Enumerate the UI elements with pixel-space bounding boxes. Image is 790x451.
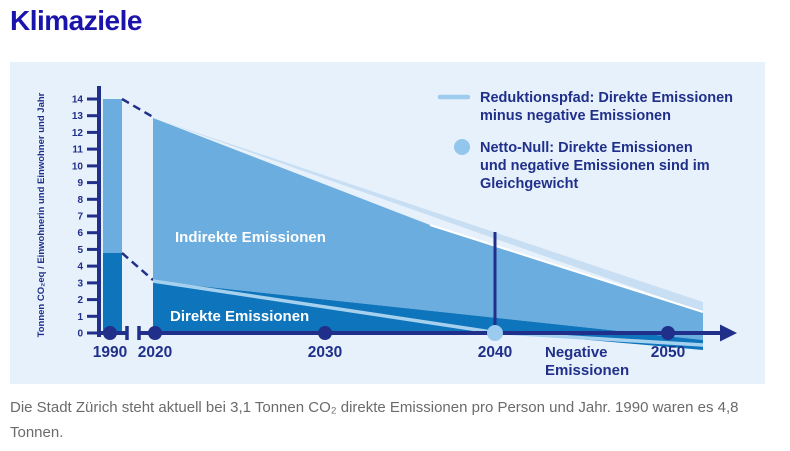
direct-area-label: Direkte Emissionen [170, 308, 309, 325]
dashed-connector-bottom [121, 252, 154, 281]
dot-2020 [148, 326, 162, 340]
svg-text:1: 1 [77, 312, 83, 323]
svg-text:9: 9 [77, 178, 83, 189]
svg-text:6: 6 [77, 228, 83, 239]
svg-text:1990: 1990 [93, 344, 127, 361]
legend-item-netto-null: Netto-Null: Direkte Emissionen und negat… [480, 140, 710, 192]
svg-text:4: 4 [77, 262, 83, 273]
y-axis-ticks [87, 97, 99, 335]
svg-text:5: 5 [77, 245, 83, 256]
indirect-area-top-edge [429, 224, 704, 313]
svg-text:und negative Emissionen sind i: und negative Emissionen sind im [480, 158, 710, 174]
climate-goals-chart: 0 1 2 3 4 5 6 7 8 9 10 11 12 13 14 Tonne… [36, 86, 737, 379]
svg-text:Gleichgewicht: Gleichgewicht [480, 176, 578, 192]
svg-text:14: 14 [72, 95, 84, 106]
caption-line-2: Die indirekten Emissionen stiegen von 9,… [10, 445, 780, 451]
dot-2030 [318, 326, 332, 340]
y-axis-title: Tonnen CO₂eq / Einwohnerin und Einwohner… [36, 92, 47, 337]
dashed-connector-top [121, 97, 154, 119]
chart-caption: Die Stadt Zürich steht aktuell bei 3,1 T… [10, 395, 780, 451]
svg-text:0: 0 [77, 329, 83, 340]
bar-1990-direct [103, 253, 122, 333]
indirect-area-label: Indirekte Emissionen [175, 229, 326, 246]
reduction-band-area [153, 118, 703, 312]
chart-panel: 0 1 2 3 4 5 6 7 8 9 10 11 12 13 14 Tonne… [10, 62, 765, 384]
netto-null-dot-2040 [487, 325, 503, 341]
negative-emissions-label-line2: Emissionen [545, 362, 629, 379]
svg-text:10: 10 [72, 161, 84, 172]
svg-text:Reduktionspfad: Direkte Emissi: Reduktionspfad: Direkte Emissionen [480, 90, 733, 106]
dot-1990 [103, 326, 117, 340]
negative-emissions-label-line1: Negative [545, 344, 608, 361]
svg-text:13: 13 [72, 111, 84, 122]
x-axis-tick-labels: 1990 2020 2030 2040 2050 [93, 344, 685, 361]
svg-text:12: 12 [72, 128, 84, 139]
svg-text:2050: 2050 [651, 344, 685, 361]
legend-circle-swatch [454, 139, 470, 155]
svg-text:Netto-Null: Direkte Emissionen: Netto-Null: Direkte Emissionen [480, 140, 693, 156]
dot-2050 [661, 326, 675, 340]
legend-item-reduktionspfad: Reduktionspfad: Direkte Emissionen minus… [480, 90, 733, 124]
svg-text:7: 7 [77, 212, 83, 223]
svg-text:minus negative Emissionen: minus negative Emissionen [480, 108, 671, 124]
svg-text:11: 11 [72, 145, 83, 156]
bar-1990-indirect [103, 99, 122, 253]
svg-text:3: 3 [77, 278, 83, 289]
svg-text:2: 2 [77, 295, 83, 306]
svg-text:2040: 2040 [478, 344, 512, 361]
svg-text:2030: 2030 [308, 344, 342, 361]
x-axis-arrowhead [720, 324, 737, 342]
y-axis-tick-labels: 0 1 2 3 4 5 6 7 8 9 10 11 12 13 14 [72, 95, 84, 340]
page-title: Klimaziele [10, 5, 142, 36]
svg-text:8: 8 [77, 195, 83, 206]
caption-line-1: Die Stadt Zürich steht aktuell bei 3,1 T… [10, 399, 739, 441]
svg-text:2020: 2020 [138, 344, 172, 361]
indirect-emissions-area [153, 118, 703, 340]
